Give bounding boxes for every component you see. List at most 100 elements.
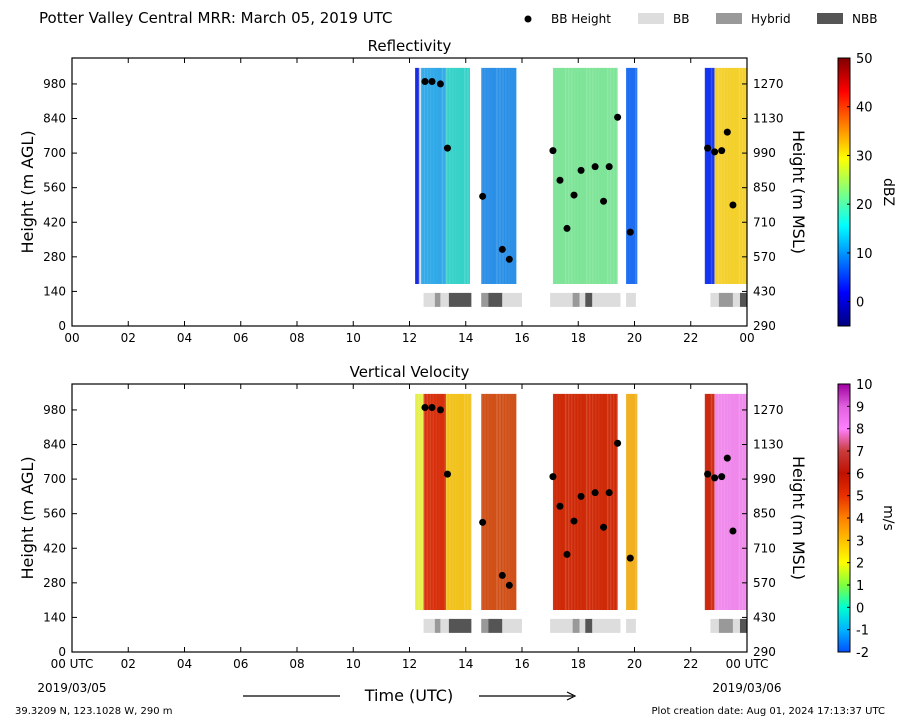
x-tick-label: 16	[514, 657, 529, 671]
bb-type-hybrid	[572, 292, 580, 307]
heatmap-streak	[567, 393, 570, 611]
heatmap-streak	[559, 394, 561, 610]
y-tick-right-label: 850	[753, 507, 776, 521]
heatmap-segment	[481, 393, 517, 611]
bb-type-hybrid	[718, 292, 733, 307]
heatmap-streak	[570, 393, 573, 611]
bb-height-point	[704, 470, 712, 478]
heatmap-streak	[729, 393, 732, 611]
bb-type-nbb	[739, 292, 747, 307]
heatmap-streak	[744, 67, 747, 285]
heatmap-streak	[626, 393, 628, 611]
bb-height-point	[436, 406, 444, 414]
heatmap-streak	[744, 393, 747, 611]
heatmap-streak	[705, 394, 707, 610]
heatmap-segment	[714, 393, 747, 611]
heatmap-streak	[552, 67, 555, 285]
heatmap-streak	[511, 68, 513, 284]
bb-type-bb	[550, 618, 573, 633]
heatmap-streak	[594, 67, 597, 285]
start-date: 2019/03/05	[37, 681, 106, 695]
y-tick-right-label: 430	[753, 610, 776, 624]
y-tick-label: 560	[43, 181, 66, 195]
bb-height-point	[718, 473, 726, 481]
heatmap-streak	[555, 393, 558, 611]
y-tick-label: 280	[43, 576, 66, 590]
heatmap-segment	[552, 67, 618, 285]
heatmap-streak	[580, 68, 582, 284]
bb-height-point	[614, 113, 622, 121]
heatmap-streak	[717, 393, 720, 611]
colorbar-tick-label: 40	[856, 101, 873, 116]
y-tick-right-label: 1130	[753, 112, 784, 126]
plot-frame	[71, 57, 748, 327]
colorbar-tick-label: 30	[856, 149, 873, 164]
heatmap-streak	[564, 393, 567, 611]
bb-height-point	[626, 554, 634, 562]
bb-height-point	[436, 80, 444, 88]
bb-height-point	[570, 517, 578, 525]
heatmap-streak	[439, 394, 441, 610]
heatmap-segment	[415, 67, 420, 285]
heatmap-streak	[606, 67, 609, 285]
bb-height-point	[570, 191, 578, 199]
x-tick-label: 06	[233, 657, 248, 671]
heatmap-streak	[635, 393, 637, 611]
colorbar-tick-label: -1	[856, 624, 869, 639]
heatmap-streak	[606, 393, 609, 611]
y-tick-label: 840	[43, 438, 66, 452]
heatmap-segment	[552, 393, 618, 611]
bb-height-point	[421, 403, 429, 411]
heatmap-streak	[629, 68, 631, 284]
y-tick-label: 0	[58, 645, 66, 659]
legend: BB Height BB Hybrid NBB	[524, 12, 877, 26]
y-tick-label: 420	[43, 541, 66, 555]
x-tick-label: 16	[514, 331, 529, 345]
xaxis-label: Time (UTC)	[364, 686, 453, 705]
footer-location: 39.3209 N, 123.1028 W, 290 m	[15, 706, 173, 717]
heatmap-segment	[704, 393, 715, 611]
bb-height-point	[723, 454, 731, 462]
heatmap-streak	[499, 393, 501, 611]
y-tick-label: 840	[43, 112, 66, 126]
colorbar-tick-label: 7	[856, 445, 864, 460]
heatmap-segment	[446, 393, 472, 611]
x-tick-label: 04	[177, 331, 192, 345]
y-tick-label: 700	[43, 472, 66, 486]
heatmap-streak	[629, 394, 631, 610]
colorbar-tick-label: 0	[856, 601, 864, 616]
heatmap-streak	[591, 393, 594, 611]
bb-type-bb	[732, 618, 740, 633]
y-tick-label: 420	[43, 215, 66, 229]
bb-type-nbb	[488, 618, 503, 633]
end-date: 2019/03/06	[712, 681, 781, 695]
heatmap-streak	[597, 393, 600, 611]
y-tick-right-label: 850	[753, 181, 776, 195]
bb-height-point	[718, 147, 726, 155]
colorbar-tick-label: -2	[856, 646, 869, 661]
heatmap-streak	[585, 393, 588, 611]
x-tick-label: 06	[233, 331, 248, 345]
heatmap-streak	[601, 68, 603, 284]
heatmap-streak	[421, 393, 423, 611]
bb-type-nbb	[448, 292, 472, 307]
colorbar-tick-label: 20	[856, 198, 873, 213]
figure-title: Potter Valley Central MRR: March 05, 201…	[39, 9, 392, 27]
bb-type-bb	[579, 618, 586, 633]
heatmap-streak	[423, 67, 426, 285]
colorbar-tick-label: 50	[856, 52, 873, 67]
heatmap-segment	[626, 393, 638, 611]
bb-height-point	[549, 147, 557, 155]
y-tick-label: 280	[43, 250, 66, 264]
y-tick-right-label: 430	[753, 284, 776, 298]
heatmap-streak	[612, 393, 615, 611]
bb-type-hybrid	[572, 618, 580, 633]
y-tick-label: 0	[58, 319, 66, 333]
heatmap-streak	[570, 67, 573, 285]
heatmap-streak	[420, 67, 423, 285]
legend-label-3: NBB	[852, 12, 877, 26]
bb-height-point	[605, 489, 613, 497]
heatmap-streak	[508, 393, 510, 611]
heatmap-streak	[446, 393, 448, 611]
